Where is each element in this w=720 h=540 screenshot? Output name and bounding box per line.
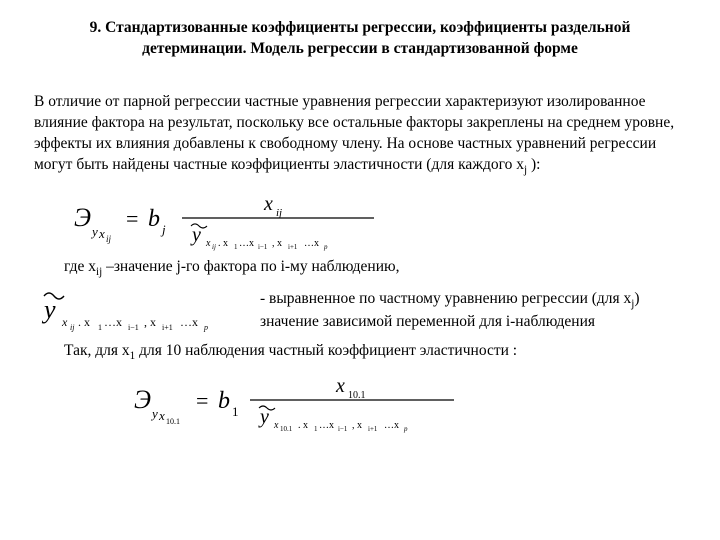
svg-text:x: x	[98, 226, 105, 241]
svg-text:…x: …x	[384, 420, 399, 431]
def-line2: значение зависимой переменной для i-набл…	[260, 313, 595, 330]
svg-text:p: p	[203, 323, 208, 332]
svg-text:…x: …x	[180, 315, 198, 329]
svg-text:p: p	[323, 243, 328, 251]
formula-elasticity-example: Э y x 10.1 = b 1 x 10.1 y x 10.1 . x 1 ……	[124, 368, 686, 432]
svg-text:1: 1	[232, 404, 239, 419]
svg-text:ij: ij	[106, 234, 112, 244]
final-a: Так, для x	[64, 342, 130, 359]
formula-elasticity-general: Э y x ij = b j x ij y x ij . x 1 …x i−1 …	[64, 186, 686, 250]
formula2-svg: Э y x 10.1 = b 1 x 10.1 y x 10.1 . x 1 ……	[124, 368, 474, 432]
svg-text:y: y	[150, 406, 158, 421]
svg-text:ij: ij	[276, 207, 282, 219]
svg-text:p: p	[403, 425, 408, 433]
svg-text:i−1: i−1	[258, 243, 268, 251]
svg-text:. x: . x	[298, 420, 308, 431]
svg-text:10.1: 10.1	[166, 417, 180, 426]
svg-text:1: 1	[98, 323, 102, 332]
svg-text:x: x	[158, 408, 165, 423]
intro-paragraph: В отличие от парной регрессии частные ур…	[34, 92, 686, 178]
document-page: 9. Стандартизованные коэффициенты регрес…	[0, 0, 720, 450]
ytilde-svg: y x ij . x 1 …x i−1 , x i+1 …x p	[36, 288, 246, 334]
svg-text:…x: …x	[104, 315, 122, 329]
svg-text:, x: , x	[144, 315, 156, 329]
svg-text:i+1: i+1	[368, 425, 378, 433]
svg-text:b: b	[148, 206, 160, 232]
svg-text:y: y	[258, 406, 269, 428]
svg-text:. x: . x	[218, 238, 228, 249]
ytilde-definition: y x ij . x 1 …x i−1 , x i+1 …x p - вырав…	[36, 288, 686, 334]
svg-text:y: y	[90, 224, 98, 239]
svg-text:=: =	[126, 206, 138, 231]
svg-text:…x: …x	[239, 238, 254, 249]
note-text1: где x	[64, 258, 96, 275]
svg-text:i+1: i+1	[288, 243, 298, 251]
formula1-svg: Э y x ij = b j x ij y x ij . x 1 …x i−1 …	[64, 186, 394, 250]
svg-text:, x: , x	[272, 238, 282, 249]
svg-text:b: b	[218, 388, 230, 414]
svg-text:j: j	[160, 222, 166, 237]
svg-text:, x: , x	[352, 420, 362, 431]
svg-text:i−1: i−1	[128, 323, 139, 332]
example-statement: Так, для x1 для 10 наблюдения частный ко…	[64, 342, 686, 362]
svg-text:i−1: i−1	[338, 425, 348, 433]
note-text2: –значение j-го фактора по i-му наблюдени…	[102, 258, 399, 275]
svg-text:. x: . x	[78, 315, 90, 329]
page-title: 9. Стандартизованные коэффициенты регрес…	[34, 18, 686, 60]
final-b: для 10 наблюдения частный коэффициент эл…	[135, 342, 517, 359]
note-xij: где xij –значение j-го фактора по i-му н…	[64, 258, 686, 278]
svg-text:x: x	[263, 193, 273, 215]
svg-text:x: x	[335, 375, 345, 397]
title-line-1: 9. Стандартизованные коэффициенты регрес…	[90, 19, 631, 36]
svg-text:y: y	[190, 224, 201, 246]
svg-text:i+1: i+1	[162, 323, 173, 332]
svg-text:ij: ij	[212, 243, 216, 251]
para-text: В отличие от парной регрессии частные ур…	[34, 93, 674, 173]
svg-text:…x: …x	[319, 420, 334, 431]
svg-text:Э: Э	[134, 385, 151, 414]
ytilde-definition-text: - выравненное по частному уравнению регр…	[260, 289, 640, 333]
svg-text:x: x	[205, 238, 211, 249]
svg-text:1: 1	[234, 243, 238, 251]
svg-text:1: 1	[314, 425, 318, 433]
svg-text:10.1: 10.1	[280, 425, 293, 433]
def-line1-a: - выравненное по частному уравнению регр…	[260, 290, 631, 307]
svg-text:=: =	[196, 388, 208, 413]
svg-text:x: x	[273, 420, 279, 431]
svg-text:y: y	[41, 295, 56, 324]
para-end: ):	[527, 156, 540, 173]
svg-text:10.1: 10.1	[348, 390, 366, 401]
def-line1-b: )	[634, 290, 639, 307]
title-line-2: детерминации. Модель регрессии в стандар…	[142, 40, 578, 57]
svg-text:Э: Э	[74, 203, 91, 232]
svg-text:…x: …x	[304, 238, 319, 249]
svg-text:x: x	[61, 315, 68, 329]
svg-text:ij: ij	[70, 323, 75, 332]
